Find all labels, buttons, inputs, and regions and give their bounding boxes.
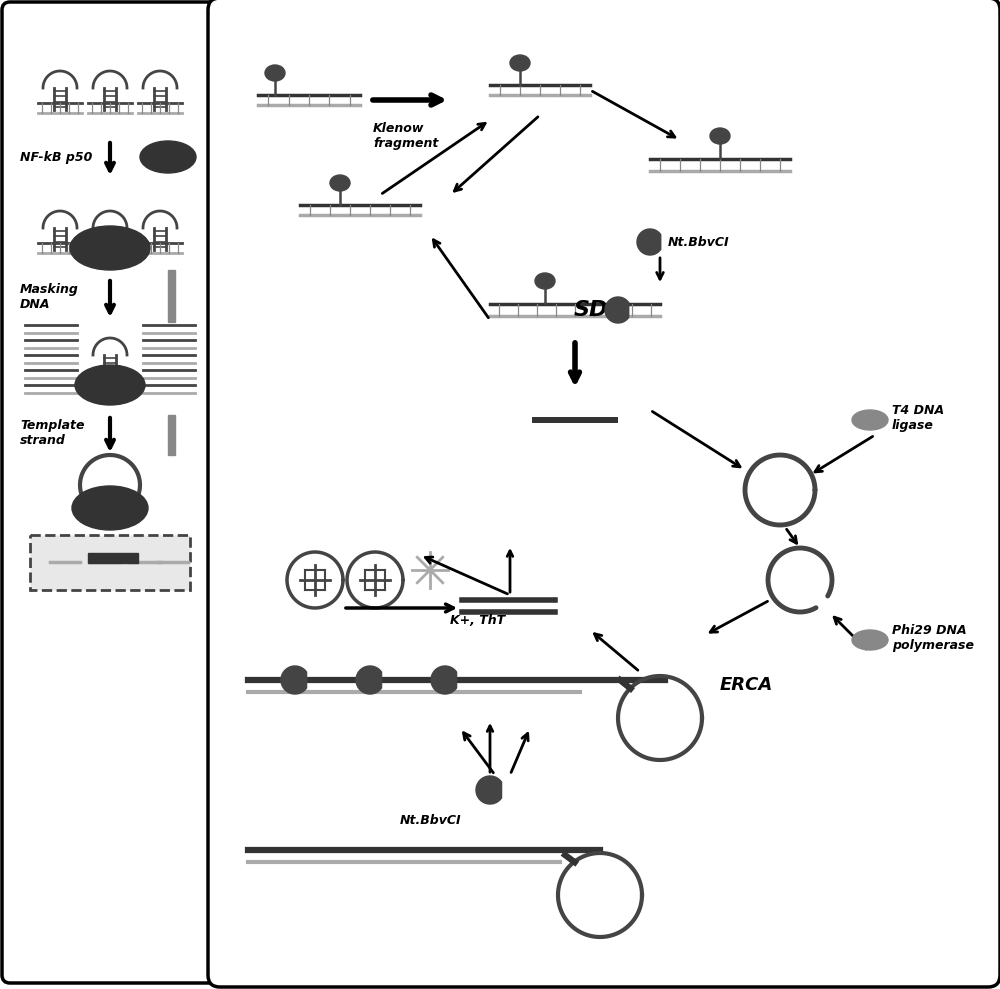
Ellipse shape bbox=[852, 410, 888, 430]
Text: Phi29 DNA
polymerase: Phi29 DNA polymerase bbox=[892, 624, 974, 652]
FancyBboxPatch shape bbox=[208, 0, 1000, 987]
Ellipse shape bbox=[70, 226, 150, 270]
Text: Nt.BbvCI: Nt.BbvCI bbox=[668, 235, 730, 248]
Text: Template
strand: Template strand bbox=[20, 419, 84, 447]
FancyBboxPatch shape bbox=[2, 2, 218, 983]
Bar bbox=[88, 553, 138, 563]
Ellipse shape bbox=[710, 128, 730, 144]
Text: SDA: SDA bbox=[574, 300, 626, 320]
Text: NF-kB p50: NF-kB p50 bbox=[20, 150, 92, 163]
Ellipse shape bbox=[510, 55, 530, 71]
Ellipse shape bbox=[330, 175, 350, 191]
Ellipse shape bbox=[265, 65, 285, 81]
Polygon shape bbox=[281, 666, 307, 694]
FancyBboxPatch shape bbox=[30, 535, 190, 590]
Polygon shape bbox=[605, 297, 629, 323]
Polygon shape bbox=[637, 229, 661, 255]
Ellipse shape bbox=[140, 141, 196, 173]
Polygon shape bbox=[476, 776, 502, 804]
Ellipse shape bbox=[75, 365, 145, 405]
Ellipse shape bbox=[535, 273, 555, 289]
Bar bbox=[168, 415, 175, 455]
Ellipse shape bbox=[852, 630, 888, 650]
Text: Masking
DNA: Masking DNA bbox=[20, 283, 79, 311]
Polygon shape bbox=[356, 666, 382, 694]
Text: K+, ThT: K+, ThT bbox=[450, 613, 505, 626]
Text: Klenow
fragment: Klenow fragment bbox=[373, 122, 438, 150]
Text: Nt.BbvCI: Nt.BbvCI bbox=[400, 814, 462, 827]
Bar bbox=[168, 270, 175, 322]
Text: T4 DNA
ligase: T4 DNA ligase bbox=[892, 404, 944, 432]
Text: ERCA: ERCA bbox=[720, 676, 773, 694]
Ellipse shape bbox=[72, 486, 148, 530]
Polygon shape bbox=[431, 666, 457, 694]
